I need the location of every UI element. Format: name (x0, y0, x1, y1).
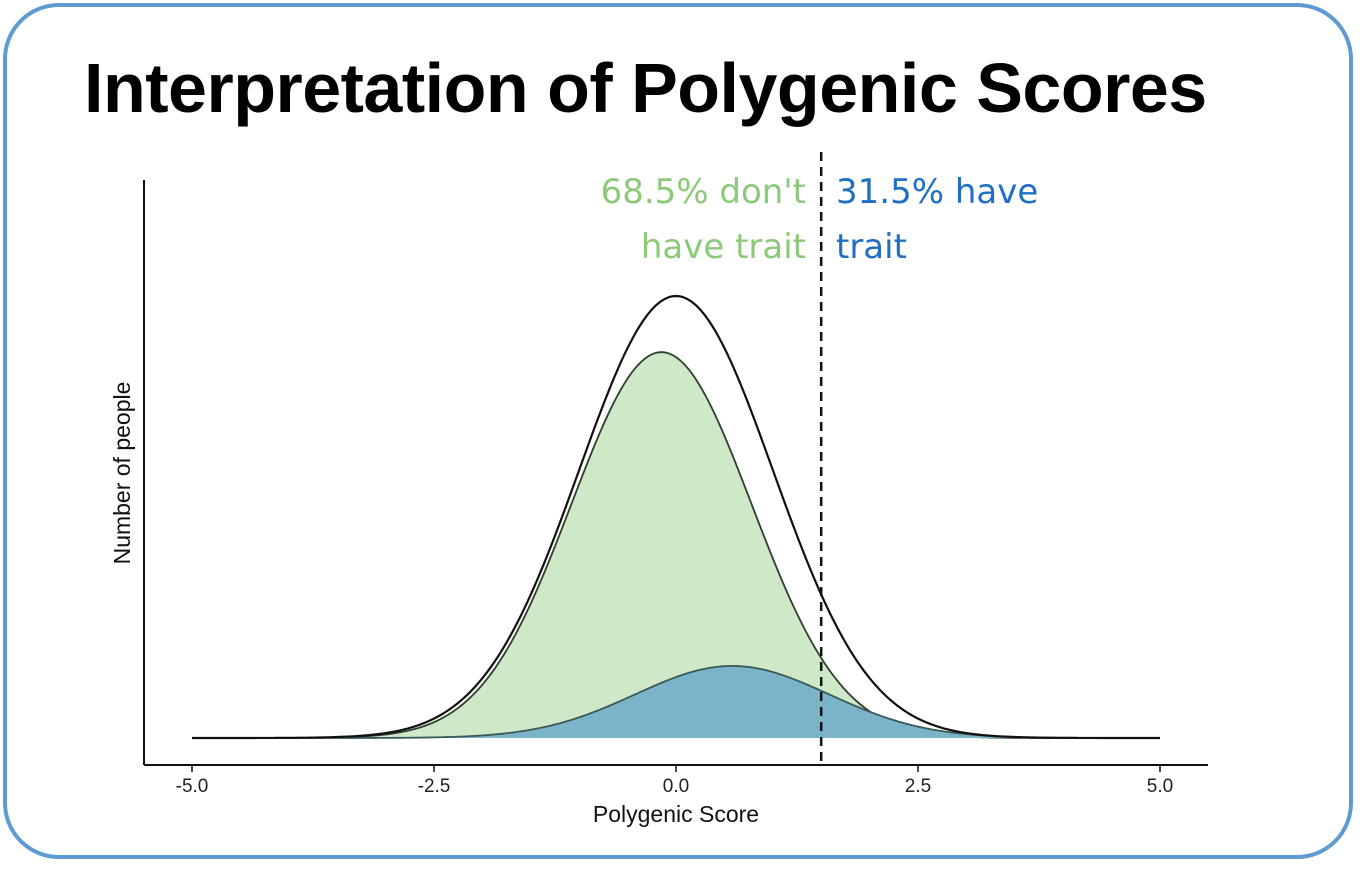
area-trait (192, 665, 1160, 738)
x-tick-label: -5.0 (176, 776, 209, 797)
annotation-no-trait-line1: 68.5% don't (601, 172, 806, 212)
x-ticks-group: -5.0 -2.5 0.0 2.5 5.0 (176, 765, 1173, 797)
y-axis-label: Number of people (109, 382, 135, 565)
curve-total (192, 294, 1160, 740)
annotation-no-trait-line2: have trait (641, 227, 806, 267)
x-tick-label: 2.5 (905, 776, 931, 797)
area-no-trait (192, 352, 1160, 738)
annotation-trait-line2: trait (836, 227, 907, 267)
x-tick-label: 5.0 (1147, 776, 1173, 797)
curves-group (192, 294, 1160, 740)
page-title: Interpretation of Polygenic Scores (84, 49, 1207, 127)
x-tick-label: -2.5 (418, 776, 451, 797)
annotation-trait-line1: 31.5% have (836, 172, 1038, 212)
x-tick-label: 0.0 (663, 776, 689, 797)
x-axis-label: Polygenic Score (593, 801, 759, 827)
